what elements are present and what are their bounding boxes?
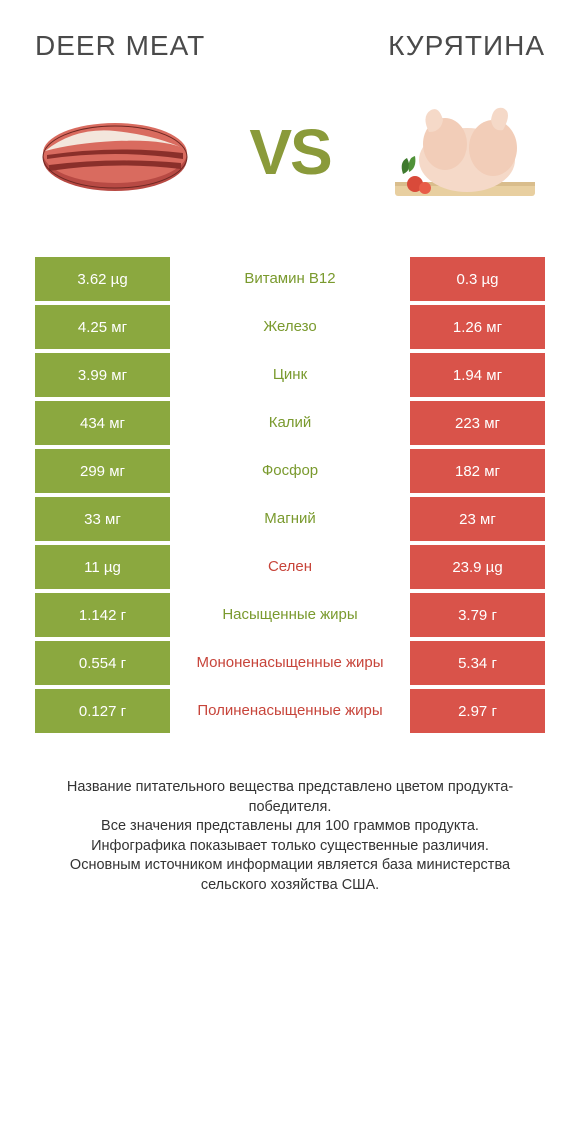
left-value: 0.554 г <box>35 641 170 685</box>
right-value: 5.34 г <box>410 641 545 685</box>
nutrient-label: Цинк <box>170 353 410 397</box>
right-value: 0.3 µg <box>410 257 545 301</box>
nutrient-label: Мононенасыщенные жиры <box>170 641 410 685</box>
nutrient-label: Фосфор <box>170 449 410 493</box>
nutrient-label: Селен <box>170 545 410 589</box>
footer-line-4: Основным источником информации является … <box>40 856 540 895</box>
left-value: 0.127 г <box>35 689 170 733</box>
chicken-image <box>385 92 545 212</box>
nutrient-row: 33 мгМагний23 мг <box>35 497 545 541</box>
footer-line-3: Инфографика показывает только существенн… <box>40 837 540 857</box>
right-value: 3.79 г <box>410 593 545 637</box>
nutrient-row: 434 мгКалий223 мг <box>35 401 545 445</box>
left-value: 434 мг <box>35 401 170 445</box>
nutrient-row: 1.142 гНасыщенные жиры3.79 г <box>35 593 545 637</box>
nutrient-row: 0.127 гПолиненасыщенные жиры2.97 г <box>35 689 545 733</box>
nutrient-row: 3.62 µgВитамин B120.3 µg <box>35 257 545 301</box>
nutrient-row: 299 мгФосфор182 мг <box>35 449 545 493</box>
nutrient-label: Полиненасыщенные жиры <box>170 689 410 733</box>
right-value: 182 мг <box>410 449 545 493</box>
right-value: 23 мг <box>410 497 545 541</box>
nutrient-label: Витамин B12 <box>170 257 410 301</box>
right-value: 23.9 µg <box>410 545 545 589</box>
nutrient-row: 3.99 мгЦинк1.94 мг <box>35 353 545 397</box>
nutrient-row: 4.25 мгЖелезо1.26 мг <box>35 305 545 349</box>
food-left-title: DEER MEAT <box>35 30 290 62</box>
right-value: 2.97 г <box>410 689 545 733</box>
nutrient-row: 11 µgСелен23.9 µg <box>35 545 545 589</box>
left-value: 11 µg <box>35 545 170 589</box>
images-row: VS <box>35 82 545 222</box>
left-value: 1.142 г <box>35 593 170 637</box>
deer-meat-image <box>35 92 195 212</box>
right-value: 1.94 мг <box>410 353 545 397</box>
left-value: 33 мг <box>35 497 170 541</box>
header-row: DEER MEAT КУРЯТИНА <box>35 30 545 62</box>
left-value: 4.25 мг <box>35 305 170 349</box>
footer-line-2: Все значения представлены для 100 граммо… <box>40 817 540 837</box>
nutrient-table: 3.62 µgВитамин B120.3 µg4.25 мгЖелезо1.2… <box>35 257 545 733</box>
food-right-title: КУРЯТИНА <box>290 30 545 62</box>
footer-line-1: Название питательного вещества представл… <box>40 778 540 817</box>
right-value: 223 мг <box>410 401 545 445</box>
nutrient-label: Насыщенные жиры <box>170 593 410 637</box>
nutrient-row: 0.554 гМононенасыщенные жиры5.34 г <box>35 641 545 685</box>
left-value: 3.62 µg <box>35 257 170 301</box>
nutrient-label: Калий <box>170 401 410 445</box>
left-value: 299 мг <box>35 449 170 493</box>
footer-notes: Название питательного вещества представл… <box>35 778 545 895</box>
right-value: 1.26 мг <box>410 305 545 349</box>
nutrient-label: Магний <box>170 497 410 541</box>
nutrient-label: Железо <box>170 305 410 349</box>
left-value: 3.99 мг <box>35 353 170 397</box>
vs-label: VS <box>249 115 330 189</box>
